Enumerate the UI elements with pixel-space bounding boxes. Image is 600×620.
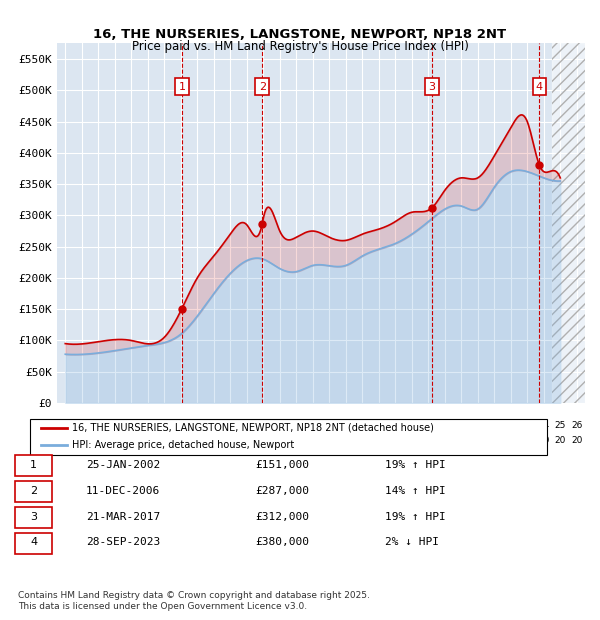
Text: £380,000: £380,000 — [255, 538, 309, 547]
Text: 20: 20 — [142, 435, 154, 445]
Text: 14% ↑ HPI: 14% ↑ HPI — [385, 485, 445, 495]
FancyBboxPatch shape — [15, 481, 52, 502]
Text: 21-MAR-2017: 21-MAR-2017 — [86, 512, 160, 521]
Text: £151,000: £151,000 — [255, 459, 309, 470]
Text: 20: 20 — [538, 435, 550, 445]
Text: 12: 12 — [340, 420, 352, 430]
Text: 20: 20 — [406, 435, 418, 445]
Text: 16, THE NURSERIES, LANGSTONE, NEWPORT, NP18 2NT: 16, THE NURSERIES, LANGSTONE, NEWPORT, N… — [94, 28, 506, 41]
Text: 20: 20 — [323, 435, 335, 445]
Text: 20: 20 — [488, 435, 500, 445]
FancyBboxPatch shape — [15, 533, 52, 554]
Text: 20: 20 — [554, 435, 566, 445]
Text: 13: 13 — [356, 420, 368, 430]
Text: 2: 2 — [259, 82, 266, 92]
Text: 01: 01 — [158, 420, 170, 430]
Text: 19: 19 — [76, 435, 88, 445]
Text: 19% ↑ HPI: 19% ↑ HPI — [385, 459, 445, 470]
Text: 20: 20 — [422, 435, 434, 445]
Text: 15: 15 — [389, 420, 401, 430]
Text: 19: 19 — [109, 435, 121, 445]
Text: 06: 06 — [241, 420, 253, 430]
Text: 1: 1 — [178, 82, 185, 92]
Text: 4: 4 — [536, 82, 543, 92]
Text: 09: 09 — [290, 420, 302, 430]
Text: 24: 24 — [538, 420, 550, 430]
Text: 3: 3 — [30, 512, 37, 521]
Text: 18: 18 — [439, 420, 451, 430]
FancyBboxPatch shape — [15, 507, 52, 528]
Text: 20: 20 — [439, 435, 451, 445]
Text: 19: 19 — [455, 420, 467, 430]
Text: 98: 98 — [109, 420, 121, 430]
Text: 21: 21 — [488, 420, 500, 430]
Text: 20: 20 — [307, 435, 319, 445]
Text: 20: 20 — [274, 435, 286, 445]
Text: Contains HM Land Registry data © Crown copyright and database right 2025.
This d: Contains HM Land Registry data © Crown c… — [18, 591, 370, 611]
Text: 25: 25 — [554, 420, 566, 430]
FancyBboxPatch shape — [15, 455, 52, 476]
Text: 05: 05 — [224, 420, 236, 430]
Text: 04: 04 — [208, 420, 220, 430]
FancyBboxPatch shape — [30, 419, 547, 455]
Text: 20: 20 — [208, 435, 220, 445]
Text: 23: 23 — [521, 420, 533, 430]
Text: 99: 99 — [125, 420, 137, 430]
Text: 20: 20 — [257, 435, 269, 445]
Text: £312,000: £312,000 — [255, 512, 309, 521]
Text: 2% ↓ HPI: 2% ↓ HPI — [385, 538, 439, 547]
Text: 20: 20 — [505, 435, 517, 445]
Text: 07: 07 — [257, 420, 269, 430]
Text: 20: 20 — [455, 435, 467, 445]
Text: 08: 08 — [274, 420, 286, 430]
Text: HPI: Average price, detached house, Newport: HPI: Average price, detached house, Newp… — [72, 440, 295, 450]
Text: 20: 20 — [571, 435, 583, 445]
Text: 20: 20 — [290, 435, 302, 445]
Text: 20: 20 — [191, 435, 203, 445]
Text: 3: 3 — [428, 82, 436, 92]
Text: 22: 22 — [505, 420, 517, 430]
Text: 17: 17 — [422, 420, 434, 430]
Text: 20: 20 — [472, 435, 484, 445]
Text: 2: 2 — [30, 485, 37, 495]
Text: Price paid vs. HM Land Registry's House Price Index (HPI): Price paid vs. HM Land Registry's House … — [131, 40, 469, 53]
Text: 16: 16 — [406, 420, 418, 430]
Text: 20: 20 — [175, 435, 187, 445]
Text: 20: 20 — [241, 435, 253, 445]
Text: £287,000: £287,000 — [255, 485, 309, 495]
Text: 10: 10 — [307, 420, 319, 430]
Text: 11: 11 — [323, 420, 335, 430]
Text: 97: 97 — [92, 420, 104, 430]
Text: 19% ↑ HPI: 19% ↑ HPI — [385, 512, 445, 521]
Text: 03: 03 — [191, 420, 203, 430]
Text: 96: 96 — [76, 420, 88, 430]
Text: 25-JAN-2002: 25-JAN-2002 — [86, 459, 160, 470]
Text: 20: 20 — [158, 435, 170, 445]
Text: 4: 4 — [30, 538, 37, 547]
Text: 20: 20 — [356, 435, 368, 445]
Text: 02: 02 — [175, 420, 187, 430]
Text: 20: 20 — [373, 435, 385, 445]
Text: 20: 20 — [224, 435, 236, 445]
Text: 20: 20 — [389, 435, 401, 445]
Text: 20: 20 — [521, 435, 533, 445]
Text: 1: 1 — [30, 459, 37, 470]
Text: 19: 19 — [92, 435, 104, 445]
Text: 16, THE NURSERIES, LANGSTONE, NEWPORT, NP18 2NT (detached house): 16, THE NURSERIES, LANGSTONE, NEWPORT, N… — [72, 423, 434, 433]
Text: 19: 19 — [125, 435, 137, 445]
Text: 20: 20 — [472, 420, 484, 430]
Text: 00: 00 — [142, 420, 154, 430]
Text: 26: 26 — [571, 420, 583, 430]
Text: 20: 20 — [340, 435, 352, 445]
Text: 95: 95 — [59, 420, 71, 430]
Text: 14: 14 — [373, 420, 385, 430]
Text: 19: 19 — [59, 435, 71, 445]
Text: 11-DEC-2006: 11-DEC-2006 — [86, 485, 160, 495]
Text: 28-SEP-2023: 28-SEP-2023 — [86, 538, 160, 547]
